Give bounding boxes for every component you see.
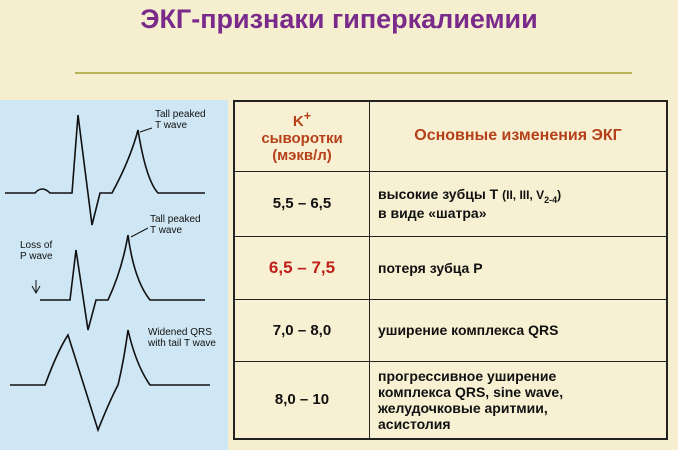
- trace-1: [5, 114, 205, 226]
- cell: высокие зубцы Т (II, III, V2-4) в виде «ш…: [369, 170, 668, 237]
- label: P wave: [20, 251, 53, 262]
- text: прогрессивное уширение: [378, 367, 557, 384]
- label: with tail T wave: [147, 338, 216, 349]
- label: Widened QRS: [148, 327, 212, 338]
- cell: 5,5 – 6,5: [233, 170, 370, 237]
- arrows: [31, 127, 153, 295]
- cell: прогрессивное уширение комплекса QRS, sin…: [369, 360, 668, 440]
- trace-3: [10, 329, 210, 433]
- text: (мэкв/л): [272, 146, 332, 164]
- cell: 6,5 – 7,5: [233, 235, 370, 300]
- text: желудочковые аритмии,: [378, 399, 548, 416]
- text: 2-4: [544, 194, 558, 205]
- label: T wave: [150, 225, 182, 236]
- text: ): [557, 188, 562, 203]
- cell: 8,0 – 10: [233, 360, 370, 440]
- header-cell: Основные изменения ЭКГ: [369, 100, 668, 172]
- label: T wave: [155, 120, 187, 131]
- ecg-diagram: Tall peaked T wave Tall peaked T wave Lo…: [0, 100, 228, 450]
- diagram-bg: [0, 100, 228, 450]
- label: Tall peaked: [155, 109, 206, 120]
- text: (II, III, V: [502, 188, 545, 203]
- text: комплекса QRS, sine wave,: [378, 383, 564, 400]
- divider: [75, 72, 632, 74]
- table: K+ сыворотки (мэкв/л) Основные изменения Э…: [233, 100, 668, 440]
- text: высокие зубцы Т: [378, 186, 499, 203]
- text: K: [292, 112, 304, 130]
- cell: потеря зубца Р: [369, 235, 668, 300]
- ecg-traces: [5, 114, 210, 433]
- label: Tall peaked: [150, 214, 201, 225]
- text: +: [303, 108, 312, 123]
- cell: уширение комплекса QRS: [369, 298, 668, 362]
- trace-2: [40, 234, 205, 331]
- label: Loss of: [20, 240, 52, 251]
- header-cell: K+ сыворотки (мэкв/л): [233, 100, 370, 172]
- cell: 7,0 – 8,0: [233, 298, 370, 362]
- text: асистолия: [378, 415, 451, 432]
- text: в виде «шатра»: [378, 204, 487, 221]
- title: ЭКГ-признаки гиперкалиемии: [140, 4, 538, 34]
- text: сыворотки: [261, 129, 343, 147]
